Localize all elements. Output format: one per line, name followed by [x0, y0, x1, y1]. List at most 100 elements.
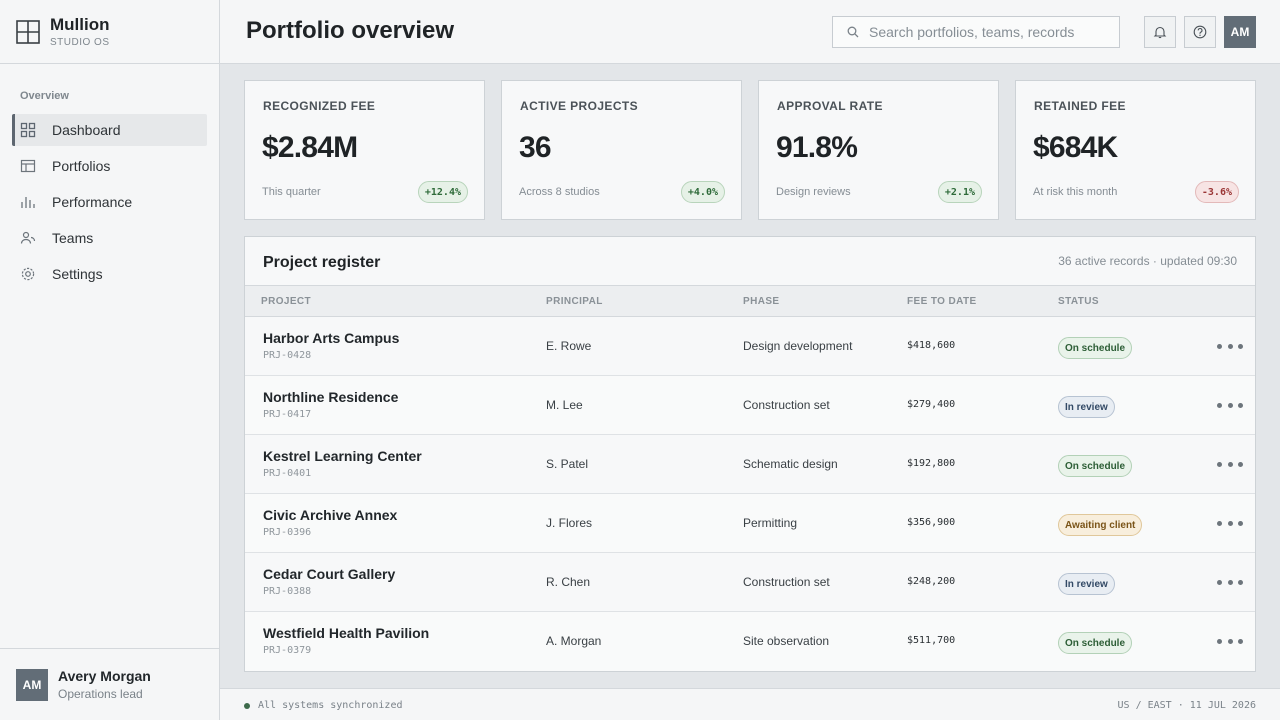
more-dot-icon: [1227, 403, 1233, 408]
sidebar: Mullion STUDIO OS Overview Dashboard Por…: [0, 0, 220, 720]
phase: Permitting: [743, 516, 798, 530]
table-row[interactable]: Northline Residence PRJ-0417 M. Lee Cons…: [245, 376, 1255, 435]
kpi-card-approval-rate: APPROVAL RATE 91.8% Design reviews +2.1%: [758, 80, 999, 220]
status-badge: On schedule: [1058, 632, 1133, 654]
kpi-label: APPROVAL RATE: [777, 99, 883, 113]
column-header-status[interactable]: STATUS: [1058, 296, 1099, 307]
more-dot-icon: [1238, 580, 1243, 585]
sync-status-dot-icon: [244, 703, 250, 709]
bar-chart-icon: [20, 194, 36, 210]
gear-icon: [20, 266, 36, 282]
column-header-principal[interactable]: PRINCIPAL: [546, 296, 603, 307]
trend-badge: -3.6%: [1194, 181, 1239, 203]
register-meta: 36 active records · updated 09:30: [1058, 254, 1237, 268]
register-title: Project register: [263, 254, 381, 271]
principal: R. Chen: [546, 575, 591, 589]
principal: M. Lee: [546, 398, 583, 412]
sidebar-item-performance[interactable]: Performance: [12, 186, 207, 218]
table-row[interactable]: Harbor Arts Campus PRJ-0428 E. Rowe Desi…: [245, 317, 1255, 376]
row-actions-button[interactable]: [1217, 462, 1243, 468]
more-dot-icon: [1217, 403, 1222, 408]
row-actions-button[interactable]: [1217, 580, 1243, 586]
bell-icon: [1153, 26, 1167, 39]
kpi-value: $684K: [1033, 131, 1118, 164]
project-id: PRJ-0379: [263, 645, 312, 656]
project-register: Project register 36 active records · upd…: [244, 236, 1256, 672]
project-name[interactable]: Harbor Arts Campus: [263, 330, 400, 346]
more-dot-icon: [1238, 462, 1243, 467]
row-actions-button[interactable]: [1217, 521, 1243, 527]
sidebar-item-label: Teams: [52, 230, 94, 246]
kpi-label: RECOGNIZED FEE: [263, 99, 376, 113]
column-header-phase[interactable]: PHASE: [743, 296, 780, 307]
column-header-project[interactable]: PROJECT: [261, 296, 312, 307]
project-id: PRJ-0401: [263, 468, 312, 479]
more-dot-icon: [1238, 521, 1243, 526]
search-icon: [847, 26, 859, 38]
table-row[interactable]: Civic Archive Annex PRJ-0396 J. Flores P…: [245, 494, 1255, 553]
trend-badge: +12.4%: [417, 181, 468, 203]
table-row[interactable]: Cedar Court Gallery PRJ-0388 R. Chen Con…: [245, 553, 1255, 612]
search-input[interactable]: [869, 24, 1109, 40]
sidebar-item-settings[interactable]: Settings: [12, 258, 207, 290]
sidebar-item-dashboard[interactable]: Dashboard: [12, 114, 207, 146]
search-box[interactable]: [832, 16, 1120, 48]
layout-icon: [20, 158, 36, 174]
project-name[interactable]: Kestrel Learning Center: [263, 448, 422, 464]
project-name[interactable]: Civic Archive Annex: [263, 507, 398, 523]
more-dot-icon: [1217, 639, 1222, 644]
fee-to-date: $418,600: [907, 340, 956, 351]
kpi-value: $2.84M: [262, 131, 358, 164]
sidebar-item-label: Performance: [52, 194, 133, 210]
notifications-button[interactable]: [1144, 16, 1176, 48]
user-name: Avery Morgan: [58, 668, 151, 684]
nav-section-label: Overview: [20, 90, 69, 102]
phase: Site observation: [743, 634, 830, 648]
status-bar: All systems synchronized US / EAST · 11 …: [220, 688, 1280, 720]
table-row[interactable]: Kestrel Learning Center PRJ-0401 S. Pate…: [245, 435, 1255, 494]
row-actions-button[interactable]: [1217, 403, 1243, 409]
help-button[interactable]: [1184, 16, 1216, 48]
sidebar-nav: Dashboard Portfolios Performance Teams S…: [0, 114, 219, 290]
status-badge: Awaiting client: [1058, 514, 1143, 536]
brand[interactable]: Mullion STUDIO OS: [0, 0, 219, 64]
table-row[interactable]: Westfield Health Pavilion PRJ-0379 A. Mo…: [245, 612, 1255, 671]
kpi-value: 36: [519, 131, 552, 164]
project-name[interactable]: Westfield Health Pavilion: [263, 625, 430, 641]
project-name[interactable]: Northline Residence: [263, 389, 399, 405]
user-profile[interactable]: AM Avery Morgan Operations lead: [0, 648, 219, 720]
help-icon: [1193, 25, 1207, 39]
table-body: Harbor Arts Campus PRJ-0428 E. Rowe Desi…: [245, 317, 1255, 671]
grid-logo-icon: [16, 19, 40, 44]
status-badge: On schedule: [1058, 337, 1133, 359]
project-name[interactable]: Cedar Court Gallery: [263, 566, 396, 582]
more-dot-icon: [1227, 639, 1233, 644]
more-dot-icon: [1227, 521, 1233, 526]
sync-status-text: All systems synchronized: [258, 700, 403, 711]
kpi-caption: Design reviews: [776, 186, 851, 198]
principal: S. Patel: [546, 457, 589, 471]
account-avatar-button[interactable]: AM: [1224, 16, 1256, 48]
sidebar-item-teams[interactable]: Teams: [12, 222, 207, 254]
table-header: PROJECT PRINCIPAL PHASE FEE TO DATE STAT…: [245, 285, 1255, 317]
project-id: PRJ-0396: [263, 527, 312, 538]
fee-to-date: $248,200: [907, 576, 956, 587]
people-icon: [20, 230, 36, 246]
fee-to-date: $279,400: [907, 399, 956, 410]
column-header-fee[interactable]: FEE TO DATE: [907, 296, 977, 307]
trend-badge: +2.1%: [937, 181, 982, 203]
user-role: Operations lead: [58, 687, 143, 701]
row-actions-button[interactable]: [1217, 639, 1243, 645]
sidebar-item-portfolios[interactable]: Portfolios: [12, 150, 207, 182]
row-actions-button[interactable]: [1217, 344, 1243, 350]
kpi-value: 91.8%: [776, 131, 858, 164]
kpi-card-recognized-fee: RECOGNIZED FEE $2.84M This quarter +12.4…: [244, 80, 485, 220]
kpi-card-active-projects: ACTIVE PROJECTS 36 Across 8 studios +4.0…: [501, 80, 742, 220]
project-id: PRJ-0388: [263, 586, 312, 597]
more-dot-icon: [1217, 521, 1222, 526]
more-dot-icon: [1217, 462, 1222, 467]
kpi-caption: Across 8 studios: [519, 186, 600, 198]
page-title: Portfolio overview: [246, 17, 455, 44]
sidebar-item-label: Dashboard: [52, 122, 121, 138]
kpi-label: RETAINED FEE: [1034, 99, 1126, 113]
